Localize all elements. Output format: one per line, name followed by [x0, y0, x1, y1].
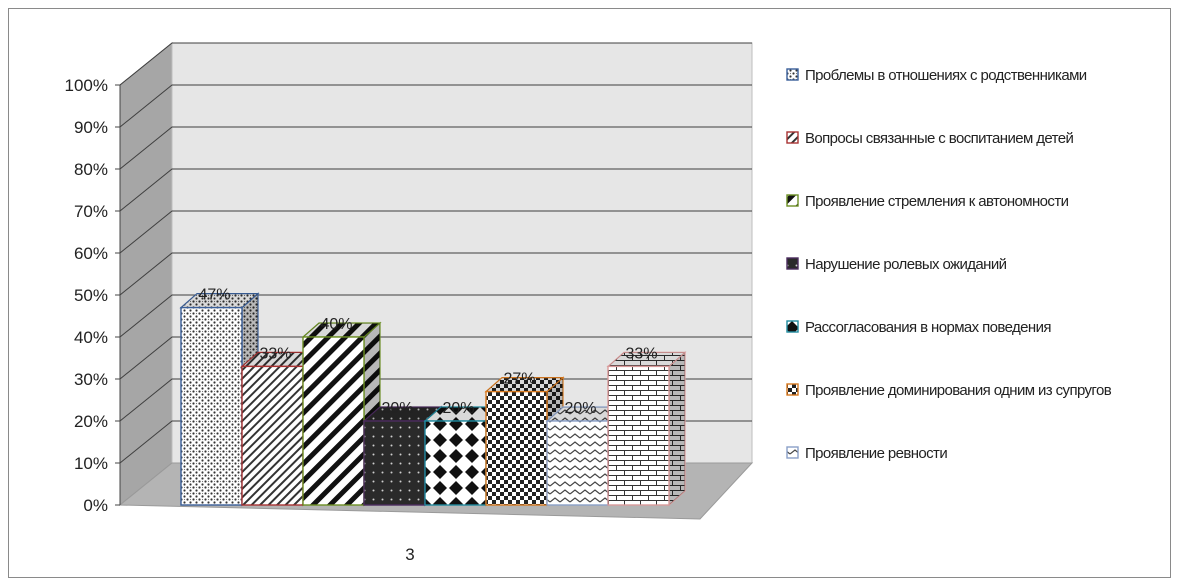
bars	[179, 292, 687, 507]
legend-swatch	[786, 68, 799, 81]
y-tick-label: 0%	[83, 496, 108, 515]
legend-item: Проявление стремления к автономности	[786, 193, 1069, 210]
bar-front	[363, 420, 426, 506]
bar-front	[424, 420, 487, 506]
bar-top-shade	[364, 407, 441, 421]
bar-front	[607, 365, 670, 506]
bar-front	[546, 420, 609, 506]
bar-top-shade	[303, 323, 380, 337]
legend: Проблемы в отношениях с родственниками Во…	[786, 67, 1112, 462]
bar-front	[485, 390, 548, 506]
y-tick-label: 90%	[74, 118, 108, 137]
data-label: 20%	[381, 400, 413, 417]
bar-top-shade	[181, 293, 258, 308]
gridline	[119, 210, 752, 254]
legend-label: Проблемы в отношениях с родственниками	[805, 67, 1087, 84]
legend-label: Проявление ревности	[805, 445, 947, 462]
gridline	[119, 84, 752, 128]
legend-swatch	[786, 131, 799, 144]
y-tick-label: 20%	[74, 412, 108, 431]
x-axis: 3	[405, 545, 414, 564]
y-tick-label: 60%	[74, 244, 108, 263]
bar-front	[180, 306, 243, 506]
bar-top-shade	[486, 377, 563, 392]
data-label: 33%	[259, 345, 291, 362]
bar-top-shade	[547, 407, 624, 421]
gridline	[119, 42, 752, 86]
gridline	[119, 168, 752, 212]
legend-item: Вопросы связанные с воспитанием детей	[786, 130, 1074, 147]
data-label: 33%	[625, 345, 657, 362]
legend-item: Нарушение ролевых ожиданий	[786, 256, 1007, 273]
gridline	[119, 336, 752, 380]
y-tick-label: 40%	[74, 328, 108, 347]
bar-top-shade	[242, 352, 319, 367]
legend-item: Проявление ревности	[786, 445, 948, 462]
legend-swatch	[786, 257, 799, 270]
bar-front	[241, 365, 304, 506]
bar	[606, 351, 687, 507]
data-label: 20%	[564, 400, 596, 417]
y-axis: 0% 10% 20% 30% 40% 50% 60% 70% 80% 90% 100%	[65, 76, 121, 515]
data-label: 27%	[503, 371, 535, 388]
y-tick-label: 30%	[74, 370, 108, 389]
bar-top-shade	[425, 407, 502, 421]
legend-item: Проблемы в отношениях с родственниками	[786, 67, 1087, 84]
gridline	[119, 126, 752, 170]
bar-top-shade	[608, 352, 685, 367]
legend-swatch	[786, 320, 799, 333]
y-tick-label: 10%	[74, 454, 108, 473]
legend-item: Проявление доминирования одним из супруг…	[786, 382, 1112, 399]
legend-label: Проявление стремления к автономности	[805, 193, 1069, 210]
bar-side-shade	[669, 352, 685, 505]
legend-label: Вопросы связанные с воспитанием детей	[805, 130, 1073, 147]
gridline	[119, 294, 752, 338]
data-label: 47%	[198, 287, 230, 304]
x-tick-label: 3	[405, 545, 414, 564]
y-tick-label: 70%	[74, 202, 108, 221]
legend-item: Рассогласования в нормах поведения	[786, 319, 1052, 336]
data-label: 40%	[320, 316, 352, 333]
gridline	[119, 252, 752, 296]
y-tick-label: 50%	[74, 286, 108, 305]
legend-label: Рассогласования в нормах поведения	[805, 319, 1051, 336]
y-tick-label: 80%	[74, 160, 108, 179]
legend-swatch	[786, 383, 799, 396]
data-label: 20%	[442, 400, 474, 417]
y-tick-label: 100%	[65, 76, 108, 95]
bar-front	[302, 336, 365, 506]
legend-label: Проявление доминирования одним из супруг…	[805, 382, 1112, 399]
legend-label: Нарушение ролевых ожиданий	[805, 256, 1007, 273]
data-labels: 47% 33% 40% 20% 20% 27% 20% 33%	[198, 287, 657, 417]
legend-swatch	[786, 194, 799, 207]
legend-swatch	[786, 446, 799, 459]
